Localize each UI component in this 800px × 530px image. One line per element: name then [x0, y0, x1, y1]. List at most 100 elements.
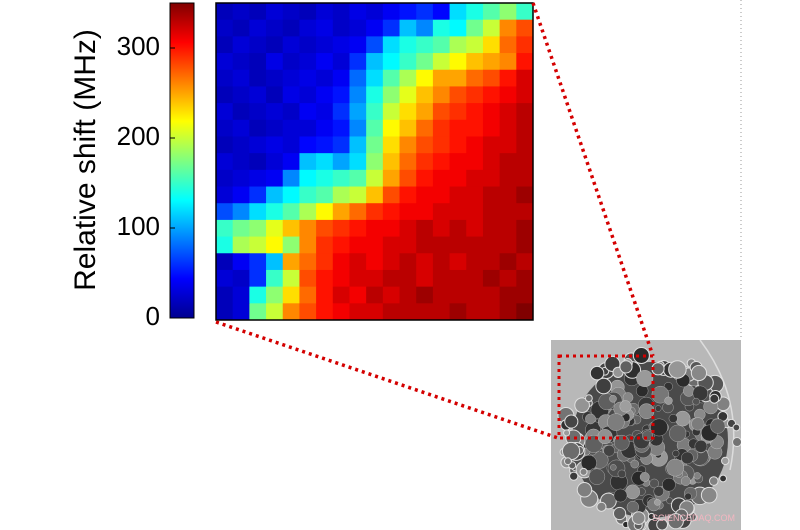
- heat-cell: [516, 136, 534, 154]
- heat-cell: [316, 136, 334, 154]
- heat-cell: [449, 203, 467, 221]
- heat-cell: [349, 69, 367, 87]
- heat-cell: [332, 36, 350, 54]
- heat-cell: [366, 53, 384, 71]
- heat-cell: [499, 203, 517, 221]
- heat-cell: [432, 36, 451, 54]
- heat-cell: [432, 103, 451, 121]
- cell: [626, 501, 639, 514]
- heat-cell: [232, 286, 250, 304]
- heat-cell: [282, 186, 300, 204]
- heat-cell: [366, 153, 384, 171]
- heat-cell: [449, 219, 467, 238]
- cell: [563, 457, 572, 466]
- heat-cell: [449, 303, 467, 321]
- cell: [694, 440, 708, 453]
- cell: [672, 449, 680, 457]
- heat-cell: [249, 253, 267, 271]
- heat-cell: [449, 103, 467, 121]
- heat-cell: [282, 286, 300, 304]
- heat-cell: [366, 186, 384, 204]
- heat-cell: [249, 69, 267, 87]
- cell: [709, 393, 720, 404]
- heat-cell: [482, 286, 501, 304]
- heat-cell: [399, 53, 417, 71]
- heat-cell: [299, 69, 317, 87]
- heat-cell: [466, 53, 484, 71]
- heat-cell: [466, 119, 484, 137]
- heat-cell: [399, 203, 417, 221]
- heat-cell: [216, 153, 234, 171]
- cell: [632, 347, 650, 364]
- heat-cell: [366, 203, 384, 221]
- heat-cell: [232, 186, 250, 204]
- heat-cell: [416, 3, 434, 21]
- heat-cell: [499, 269, 517, 288]
- y-axis-label: Relative shift (MHz): [69, 29, 102, 291]
- heat-cell: [349, 53, 367, 71]
- heat-cell: [382, 36, 401, 54]
- heat-cell: [332, 103, 350, 121]
- heat-cell: [516, 69, 534, 87]
- zoom-box: [557, 354, 655, 440]
- heat-cell: [416, 219, 434, 238]
- heat-cell: [516, 203, 534, 221]
- cell: [669, 424, 687, 442]
- heat-cell: [249, 219, 267, 238]
- heat-cell: [366, 286, 384, 304]
- cell: [631, 511, 646, 526]
- heat-cell: [216, 36, 234, 54]
- heat-cell: [266, 253, 284, 271]
- heat-cell: [399, 303, 417, 321]
- heat-cell: [482, 269, 501, 288]
- heat-cell: [399, 219, 417, 238]
- heat-cell: [432, 236, 451, 254]
- heat-cell: [449, 136, 467, 154]
- heat-cell: [332, 119, 350, 137]
- heat-cell: [482, 119, 501, 137]
- heat-cell: [266, 86, 284, 104]
- heat-cell: [382, 269, 401, 288]
- heat-cell: [299, 253, 317, 271]
- y-tick-label: 200: [117, 121, 160, 151]
- cell: [564, 414, 579, 429]
- heat-cell: [432, 269, 451, 288]
- cell: [710, 418, 726, 434]
- heat-cell: [366, 236, 384, 254]
- heat-cell: [266, 136, 284, 154]
- heat-cell: [466, 303, 484, 321]
- heat-cell: [516, 86, 534, 104]
- heat-cell: [282, 236, 300, 254]
- heat-cell: [449, 153, 467, 171]
- heat-cell: [416, 253, 434, 271]
- heat-cell: [449, 253, 467, 271]
- heat-cell: [299, 269, 317, 288]
- heat-cell: [266, 153, 284, 171]
- cell: [684, 492, 692, 500]
- cell: [625, 484, 640, 500]
- heat-cell: [349, 219, 367, 238]
- heat-cell: [266, 236, 284, 254]
- cell: [636, 370, 654, 387]
- heat-cell: [266, 69, 284, 87]
- heat-cell: [316, 153, 334, 171]
- heat-cell: [366, 19, 384, 37]
- cell: [650, 418, 668, 437]
- heat-cell: [516, 19, 534, 37]
- heat-cell: [349, 136, 367, 154]
- cell: [656, 518, 669, 530]
- heat-cell: [316, 119, 334, 137]
- cell: [584, 435, 603, 453]
- heat-cell: [466, 186, 484, 204]
- heat-cell: [332, 53, 350, 71]
- heat-cell: [516, 269, 534, 288]
- heat-cell: [282, 69, 300, 87]
- heat-cell: [416, 186, 434, 204]
- heat-cell: [299, 286, 317, 304]
- heat-cell: [349, 103, 367, 121]
- heat-cell: [482, 153, 501, 171]
- heat-cell: [366, 36, 384, 54]
- heat-cell: [282, 269, 300, 288]
- heat-cell: [216, 3, 234, 21]
- heat-cell: [482, 203, 501, 221]
